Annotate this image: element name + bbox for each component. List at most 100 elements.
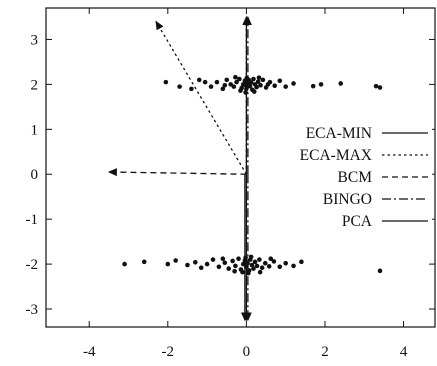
scatter-point xyxy=(255,79,261,84)
legend-entry-pca: PCA xyxy=(342,213,428,230)
scatter-point xyxy=(189,86,194,92)
x-tick-label: 4 xyxy=(400,344,408,360)
scatter-point xyxy=(240,269,245,275)
legend: ECA-MIN ECA-MAX BCM BINGO PCA xyxy=(268,114,432,230)
scatter-point xyxy=(254,263,260,269)
scatter-point xyxy=(177,84,182,89)
y-tick-label: 2 xyxy=(31,77,39,93)
x-tick-label: 0 xyxy=(243,344,251,360)
arrow-eca-max-0 xyxy=(155,20,247,175)
scatter-point xyxy=(265,82,271,87)
scatter-point xyxy=(251,76,256,82)
x-tick-label: -4 xyxy=(83,344,96,360)
scatter-point xyxy=(283,84,288,89)
arrow-bcm-0 xyxy=(107,168,247,177)
scatter-point xyxy=(243,90,248,95)
scatter-point xyxy=(257,269,263,275)
legend-label-bcm: BCM xyxy=(338,169,373,186)
scatter-point xyxy=(141,259,147,265)
scatter-point xyxy=(198,265,204,270)
scatter-point xyxy=(122,261,127,267)
scatter-point xyxy=(299,259,304,265)
scatter-point xyxy=(271,259,277,264)
scatter-point xyxy=(251,266,256,271)
legend-entry-bcm: BCM xyxy=(338,169,428,186)
scatter-point xyxy=(266,264,272,269)
scatter-point xyxy=(338,81,343,86)
scatter-point xyxy=(231,84,237,89)
scatter-point xyxy=(272,83,277,89)
scatter-point xyxy=(283,260,288,266)
y-tick-label: -1 xyxy=(26,212,39,228)
scatter-point xyxy=(163,79,169,85)
scatter-point xyxy=(202,79,208,85)
scatter-point xyxy=(230,258,235,264)
y-tick-label: 3 xyxy=(31,32,39,48)
scatter-point xyxy=(216,264,222,270)
scatter-point xyxy=(268,256,274,262)
scatter-point xyxy=(318,82,324,87)
legend-label-eca-max: ECA-MAX xyxy=(300,147,372,164)
scatter-point xyxy=(243,82,248,88)
scatter-point xyxy=(220,86,226,92)
scatter-point xyxy=(214,79,220,85)
scatter-point xyxy=(277,264,283,270)
scatter-point xyxy=(373,83,379,89)
legend-entry-eca-max: ECA-MAX xyxy=(300,147,428,164)
scatter-point xyxy=(226,266,232,271)
legend-label-bingo: BINGO xyxy=(323,191,372,208)
scatter-point xyxy=(291,81,296,86)
scatter-point xyxy=(237,76,242,82)
scatter-point xyxy=(259,265,265,270)
scatter-point xyxy=(193,260,198,265)
scatter-point xyxy=(243,255,248,261)
scatter-point xyxy=(377,268,383,274)
scatter-points xyxy=(122,74,383,276)
scatter-point xyxy=(238,88,243,93)
scatter-point xyxy=(233,74,238,80)
scatter-point xyxy=(254,84,259,90)
scatter-point xyxy=(196,77,202,83)
scatter-point xyxy=(165,261,171,267)
scatter-point xyxy=(291,263,296,269)
y-tick-label: 0 xyxy=(31,167,39,183)
scatter-point xyxy=(377,85,383,90)
scatter-point xyxy=(251,89,257,94)
plot-frame xyxy=(45,7,436,328)
scatter-point xyxy=(248,254,254,260)
scatter-point xyxy=(185,262,190,268)
scatter-point xyxy=(224,77,230,83)
scatter-point xyxy=(222,82,228,88)
scatter-point xyxy=(252,259,258,265)
scatter-point xyxy=(234,79,239,85)
legend-label-pca: PCA xyxy=(342,213,373,230)
scatter-point xyxy=(232,268,237,274)
scatter-point xyxy=(258,82,263,88)
legend-entry-eca-min: ECA-MIN xyxy=(306,125,428,142)
scatter-point xyxy=(257,257,262,262)
scatter-point xyxy=(204,261,210,267)
y-tick-label: -3 xyxy=(26,302,39,318)
scatter-point xyxy=(208,84,214,89)
scatter-point xyxy=(220,256,226,262)
scatter-point xyxy=(247,83,253,89)
scatter-point xyxy=(249,262,255,268)
legend-entry-bingo: BINGO xyxy=(323,191,428,208)
scatter-point xyxy=(173,258,178,263)
scatter-point xyxy=(233,263,238,269)
x-axis-ticks: -4 -2 0 2 4 xyxy=(83,8,408,360)
scatter-point xyxy=(277,78,283,84)
legend-label-eca-min: ECA-MIN xyxy=(306,125,372,142)
scatter-point xyxy=(222,260,228,266)
scatter-point xyxy=(210,257,216,262)
scatter-point xyxy=(236,256,241,262)
scatter-point xyxy=(260,77,266,83)
x-tick-label: -2 xyxy=(162,344,175,360)
x-tick-label: 2 xyxy=(321,344,329,360)
scatter-point xyxy=(262,260,268,266)
y-tick-label: 1 xyxy=(31,122,39,138)
scatter-point xyxy=(310,83,316,89)
vector-arrows xyxy=(107,15,252,322)
y-tick-label: -2 xyxy=(26,257,39,273)
